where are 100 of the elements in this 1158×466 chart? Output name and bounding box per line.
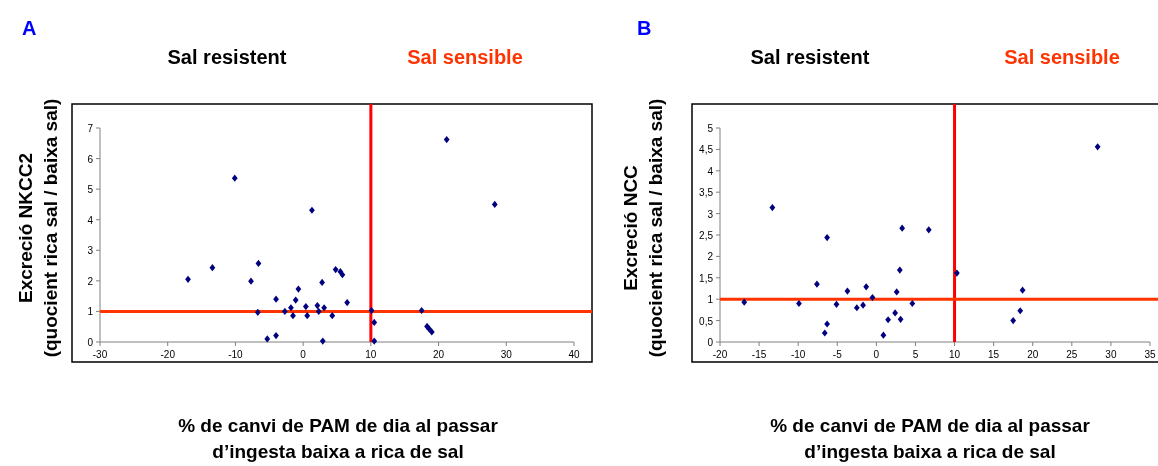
point xyxy=(443,136,450,144)
point xyxy=(288,304,294,312)
y-tick-label: 5 xyxy=(87,184,94,196)
point xyxy=(893,288,900,296)
point xyxy=(371,337,378,345)
point xyxy=(1010,317,1017,325)
point xyxy=(281,307,288,316)
x-tick-label: 25 xyxy=(1066,349,1078,360)
text: Sal resistent xyxy=(167,46,287,68)
point xyxy=(1019,286,1026,294)
point xyxy=(954,269,960,277)
y-tick-label: 7 xyxy=(87,123,94,134)
point xyxy=(185,275,191,283)
point xyxy=(899,224,906,232)
text: Sal sensible xyxy=(407,46,523,68)
point xyxy=(769,204,776,212)
point xyxy=(321,304,328,312)
y-tick-label: 0 xyxy=(707,337,714,348)
point xyxy=(254,308,261,316)
text: Sal resistent xyxy=(750,46,870,68)
x-tick-label: 30 xyxy=(1105,349,1117,360)
point xyxy=(853,304,860,312)
point xyxy=(332,265,339,274)
point xyxy=(371,318,378,327)
point xyxy=(869,293,876,302)
point xyxy=(319,337,326,345)
point xyxy=(897,315,904,323)
y-tick-label: 5 xyxy=(707,123,714,134)
x-tick-label: 20 xyxy=(1027,349,1039,360)
x-tick-label: -30 xyxy=(92,349,108,360)
point xyxy=(860,301,866,309)
point xyxy=(344,298,351,307)
point xyxy=(863,283,870,291)
x-tick-label: -5 xyxy=(832,349,843,360)
x-tick-label: -20 xyxy=(160,349,176,360)
x-tick-label: 30 xyxy=(500,349,513,360)
y-tick-label: 1,5 xyxy=(699,272,714,284)
point xyxy=(821,329,828,337)
point xyxy=(264,335,271,343)
y-tick-label: 2 xyxy=(707,251,714,263)
x-tick-label: 35 xyxy=(1144,349,1156,360)
x-axis-title: % de canvi de PAM de dia al passar d’ingesta baixa a rica de sal xyxy=(178,415,499,462)
point xyxy=(844,287,851,295)
point xyxy=(892,309,899,317)
chart-title: A xyxy=(22,17,37,39)
point xyxy=(428,328,435,336)
text: Sal sensible xyxy=(1004,46,1120,68)
point xyxy=(909,299,916,308)
point xyxy=(885,316,891,324)
y-tick-label: 1 xyxy=(707,294,714,306)
y-tick-label: 4 xyxy=(87,214,94,226)
x-tick-label: 15 xyxy=(988,349,1000,360)
y-tick-label: 3 xyxy=(707,208,714,220)
x-tick-label: 5 xyxy=(912,349,919,360)
y-tick-label: 1 xyxy=(87,306,94,318)
point xyxy=(290,312,296,320)
point xyxy=(304,312,311,320)
point xyxy=(319,278,325,286)
point xyxy=(302,302,309,311)
y-tick-label: 0,5 xyxy=(699,315,714,327)
x-tick-label: 10 xyxy=(365,349,377,360)
x-axis-title: % de canvi de PAM de dia al passar d’ingesta baixa a rica de sal xyxy=(770,415,1091,462)
point xyxy=(273,295,279,303)
x-tick-label: -15 xyxy=(751,349,767,360)
point xyxy=(1017,307,1024,315)
x-tick-label: 20 xyxy=(433,349,445,360)
y-tick-label: 6 xyxy=(87,153,94,165)
point xyxy=(292,296,299,304)
y-tick-label: 3,5 xyxy=(699,187,714,199)
x-tick-label: -10 xyxy=(790,349,806,360)
y-tick-label: 4 xyxy=(707,165,714,177)
point xyxy=(1094,143,1101,151)
y-tick-label: 2,5 xyxy=(699,230,714,241)
x-tick-label: 10 xyxy=(948,349,961,360)
x-tick-label: 40 xyxy=(568,349,580,360)
point xyxy=(491,200,498,209)
y-axis-title: Excreció NKCC2 (quocient rica sal / baixa sal) xyxy=(15,98,61,358)
point xyxy=(248,277,254,285)
point xyxy=(309,206,315,214)
point xyxy=(209,264,216,272)
point xyxy=(295,285,302,293)
point xyxy=(418,306,425,315)
x-tick-label: -10 xyxy=(228,349,244,360)
point xyxy=(880,331,887,339)
y-tick-label: 2 xyxy=(87,275,94,287)
y-tick-label: 0 xyxy=(87,337,94,348)
chart-title: B xyxy=(637,17,652,39)
point xyxy=(315,307,322,316)
point xyxy=(814,280,820,288)
x-tick-label: 0 xyxy=(873,349,880,360)
point xyxy=(255,259,262,268)
x-tick-label: 0 xyxy=(300,349,307,360)
point xyxy=(329,312,336,320)
x-tick-label: -20 xyxy=(712,349,728,360)
point xyxy=(741,298,748,306)
point xyxy=(314,302,321,310)
point xyxy=(896,266,903,274)
point xyxy=(231,174,238,182)
point xyxy=(833,300,840,308)
y-tick-label: 4,5 xyxy=(699,144,714,156)
